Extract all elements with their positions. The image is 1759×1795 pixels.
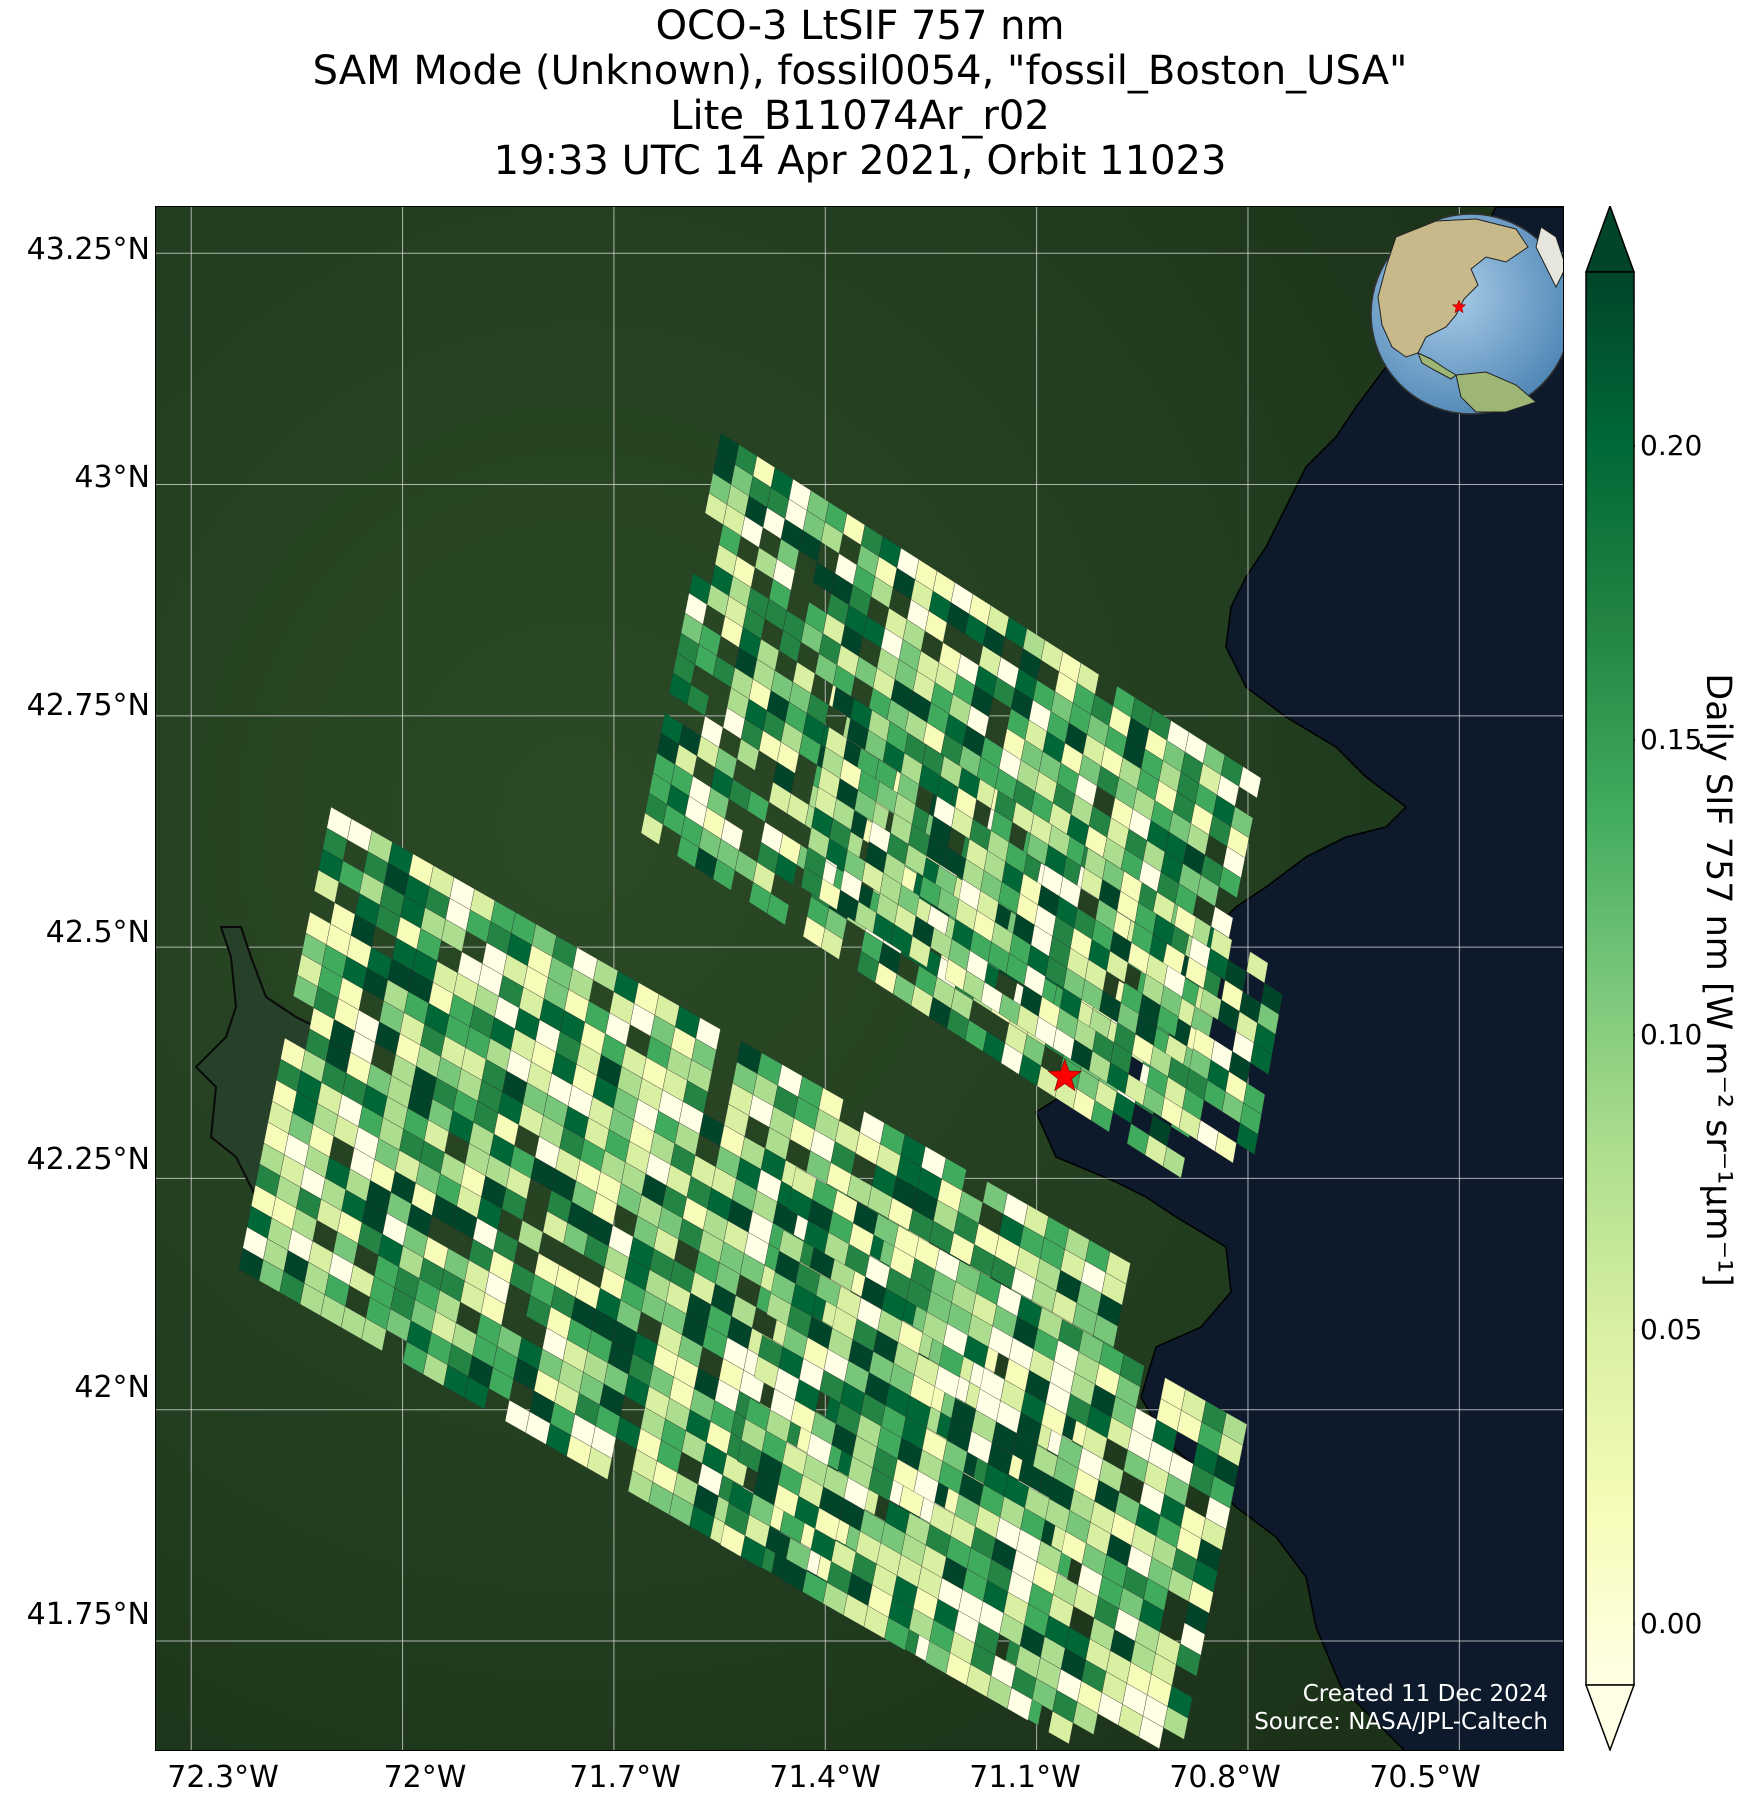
sif-sounding-cell [766, 893, 790, 926]
title-line-3: Lite_B11074Ar_r02 [670, 93, 1050, 139]
lon-tick-72-3: 72.3°W [167, 1760, 279, 1795]
credits: Created 11 Dec 2024 Source: NASA/JPL-Cal… [1254, 1680, 1548, 1736]
sif-sounding-cell [1072, 1701, 1098, 1735]
lon-tick-71-1: 71.1°W [969, 1760, 1081, 1795]
lat-tick-42: 42°N [74, 1370, 150, 1405]
target-star-icon[interactable] [1047, 1058, 1083, 1092]
colorbar-extend-min [1585, 1684, 1635, 1751]
sif-sounding-cell [1048, 1710, 1074, 1745]
sif-sounding-cell [463, 1376, 489, 1410]
colorbar-tick-0-20: 0.20 [1640, 429, 1703, 462]
sif-swath-cells [238, 432, 1283, 1749]
globe-inset [1370, 213, 1563, 415]
sif-sounding-cell [640, 812, 664, 845]
lon-tick-71-4: 71.4°W [769, 1760, 881, 1795]
lon-tick-72: 72°W [383, 1760, 467, 1795]
lon-tick-71-7: 71.7°W [569, 1760, 681, 1795]
lat-tick-43: 43°N [74, 460, 150, 495]
sif-sounding-cell [1236, 1122, 1259, 1155]
sif-sounding-cell [1152, 913, 1175, 946]
globe-central-america [1417, 352, 1457, 380]
sif-sounding-cell [712, 858, 736, 891]
lat-tick-42-75: 42.75°N [26, 688, 150, 723]
title-line-4: 19:33 UTC 14 Apr 2021, Orbit 11023 [493, 138, 1227, 184]
title-line-1: OCO-3 LtSIF 757 nm [655, 3, 1065, 49]
globe-target-star-icon [1451, 299, 1467, 314]
sif-sounding-cell [361, 1317, 387, 1352]
colorbar-label-text: Daily SIF 757 nm [W m⁻² sr⁻¹μm⁻¹] [1698, 673, 1738, 1287]
sif-sounding-cell [740, 1535, 766, 1569]
globe-greenland [1535, 226, 1563, 289]
sif-sounding-cell [820, 927, 844, 960]
map-canvas [156, 207, 1563, 1750]
sif-sounding-cell [736, 738, 760, 771]
lat-tick-42-5: 42.5°N [45, 915, 150, 950]
sif-sounding-cell [1218, 866, 1242, 899]
colorbar-extend-max [1585, 206, 1635, 273]
colorbar-tick-0-05: 0.05 [1640, 1313, 1703, 1346]
sif-sounding-cell [774, 853, 798, 886]
data-source: Source: NASA/JPL-Caltech [1254, 1709, 1548, 1735]
globe-south-america [1455, 371, 1537, 413]
target-marker[interactable] [1047, 1058, 1083, 1092]
colorbar-gradient [1585, 271, 1635, 1686]
sif-sounding-cell [884, 1617, 910, 1651]
lon-tick-70-8: 70.8°W [1169, 1760, 1281, 1795]
figure-title: OCO-3 LtSIF 757 nm SAM Mode (Unknown), f… [0, 4, 1720, 184]
sif-sounding-cell [1163, 1706, 1189, 1740]
created-date: Created 11 Dec 2024 [1302, 1681, 1548, 1707]
lon-tick-70-5: 70.5°W [1369, 1760, 1481, 1795]
sif-sounding-cell [1007, 1687, 1033, 1721]
sif-sounding-cell [908, 935, 931, 968]
sif-sounding-cell [1175, 1643, 1201, 1677]
sif-sounding-cell [1238, 766, 1262, 799]
sif-sounding-cell [1162, 1146, 1186, 1179]
sif-sounding-cell [1250, 1042, 1273, 1075]
map-panel[interactable]: Created 11 Dec 2024 Source: NASA/JPL-Cal… [155, 206, 1564, 1751]
colorbar [1585, 206, 1635, 1751]
title-line-2: SAM Mode (Unknown), fossil0054, "fossil_… [312, 48, 1408, 94]
sif-sounding-cell [1090, 1100, 1114, 1133]
sif-sounding-cell [1156, 1005, 1179, 1038]
colorbar-tick-0-15: 0.15 [1640, 723, 1703, 756]
sif-sounding-cell [586, 1446, 612, 1480]
sif-sounding-cell [1138, 1715, 1164, 1749]
colorbar-tick-0-00: 0.00 [1640, 1607, 1703, 1640]
sif-sounding-cell [1214, 1131, 1237, 1164]
lat-tick-42-25: 42.25°N [26, 1142, 150, 1177]
colorbar-tick-0-10: 0.10 [1640, 1018, 1703, 1051]
lat-tick-41-75: 41.75°N [26, 1597, 150, 1632]
lat-tick-43-25: 43.25°N [26, 232, 150, 267]
